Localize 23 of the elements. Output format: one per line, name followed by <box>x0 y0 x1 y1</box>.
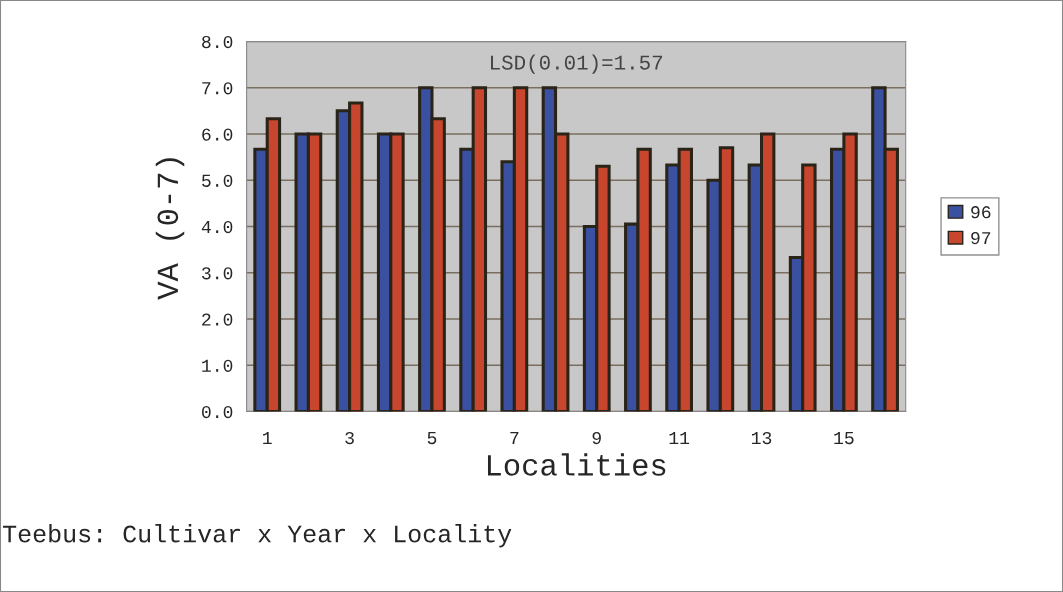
text: Teebus: Cultivar x Year x Locality <box>3 524 512 548</box>
y-tick-label: 7.0 <box>202 82 233 95</box>
y-tick-label: 4.0 <box>201 220 233 234</box>
x-tick-label: 1 <box>263 432 272 444</box>
x-tick-label: 13 <box>751 431 772 445</box>
y-tick-label: 1.0 <box>202 359 233 372</box>
x-tick-label: 9 <box>592 431 601 445</box>
legend-label: 96 <box>971 206 991 219</box>
y-tick-label: 3.0 <box>202 267 233 280</box>
annotation: LSD(0.01)=1.57 <box>491 54 663 74</box>
x-tick-label: 3 <box>345 431 354 445</box>
y-tick-label: 6.0 <box>202 128 233 141</box>
x-tick-label: 15 <box>834 432 854 445</box>
y-tick-label: 2.0 <box>202 313 233 326</box>
x-tick-label: 11 <box>669 432 690 444</box>
x-tick-label: 5 <box>427 432 437 445</box>
y-tick-label: 8.0 <box>202 35 233 49</box>
y-axis-title: VA (0-7) <box>155 158 185 300</box>
y-tick-label: 0.0 <box>202 405 233 419</box>
y-tick-label: 5.0 <box>202 174 233 187</box>
x-tick-label: 7 <box>510 432 519 444</box>
x-axis-title: Localities <box>487 453 666 476</box>
legend-label: 97 <box>971 231 991 245</box>
